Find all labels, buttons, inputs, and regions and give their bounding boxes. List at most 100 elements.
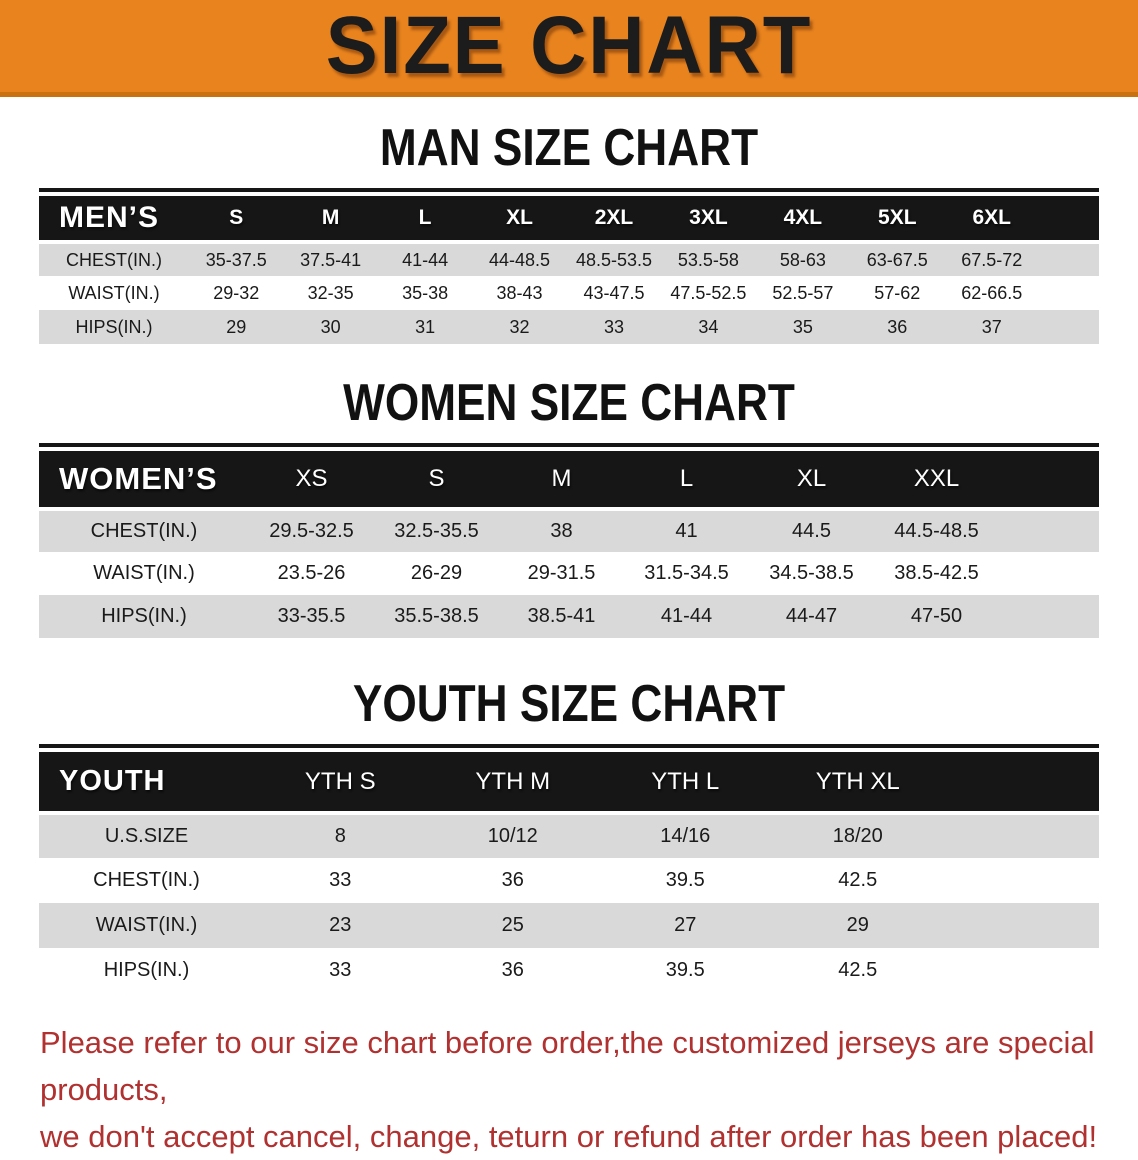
size-column-header: 3XL <box>661 196 756 244</box>
size-value-cell: 31 <box>415 316 436 337</box>
size-value-cell: 42.5 <box>838 869 878 891</box>
man-size-table-wrap: MEN’S S M L XL 2XL 3XL 4XL 5XL 6XL CHEST(IN.) 35-37… <box>39 188 1099 344</box>
size-value-cell: 41-44 <box>402 249 449 270</box>
size-value-cell: 37 <box>981 316 1002 337</box>
measurement-row: HIPS(IN.) 33-35.5 35.5-38.5 38.5-41 41-44 44-… <box>39 595 1099 638</box>
size-chart-banner: SIZE CHART <box>0 0 1138 97</box>
size-value-cell: 44-48.5 <box>489 249 551 270</box>
man-section-heading: MAN SIZE CHART <box>379 119 759 177</box>
size-value-cell: 47-50 <box>910 605 963 627</box>
header-filler <box>999 451 1099 511</box>
row-label: U.S.SIZE <box>104 825 189 847</box>
size-value-cell: 36 <box>887 316 908 337</box>
size-value-cell: 32-35 <box>307 282 354 303</box>
size-value-cell: 36 <box>501 869 524 891</box>
size-column-header: XL <box>472 196 567 244</box>
disclaimer-line-2: we don't accept cancel, change, teturn o… <box>40 1119 1098 1154</box>
size-value-cell: 10/12 <box>487 825 538 847</box>
size-value-cell: 18/20 <box>832 825 883 847</box>
measurement-row: U.S.SIZE 8 10/12 14/16 18/20 <box>39 813 1099 858</box>
size-value-cell: 38.5-42.5 <box>894 562 979 584</box>
measurement-row: WAIST(IN.) 23 25 27 29 <box>39 903 1099 948</box>
size-header-row: WOMEN’S XS S M L XL XXL <box>39 451 1099 511</box>
row-label: HIPS(IN.) <box>103 959 190 981</box>
youth-size-table-wrap: YOUTH YTH S YTH M YTH L YTH XL U.S.SIZE 8 10/12… <box>39 744 1099 993</box>
row-label: WAIST(IN.) <box>68 282 160 303</box>
table-top-rule <box>39 443 1099 447</box>
size-value-cell: 41-44 <box>660 605 713 627</box>
size-header-row: YOUTH YTH S YTH M YTH L YTH XL <box>39 752 1099 815</box>
size-column-header: M <box>283 196 378 244</box>
size-value-cell: 41 <box>675 520 698 542</box>
measurement-row: WAIST(IN.) 29-32 32-35 35-38 38-43 43-47.5 47.… <box>39 276 1099 310</box>
youth-size-table: YOUTH YTH S YTH M YTH L YTH XL U.S.SIZE 8 10/12… <box>39 752 1099 993</box>
size-value-cell: 37.5-41 <box>300 249 362 270</box>
size-value-cell: 62-66.5 <box>961 282 1023 303</box>
size-value-cell: 52.5-57 <box>772 282 834 303</box>
size-value-cell: 48.5-53.5 <box>575 249 652 270</box>
row-label: HIPS(IN.) <box>101 605 187 627</box>
size-column-header: XS <box>249 451 374 511</box>
size-column-header: XL <box>749 451 874 511</box>
size-value-cell: 30 <box>320 316 341 337</box>
youth-section-heading: YOUTH SIZE CHART <box>352 675 786 733</box>
size-value-cell: 14/16 <box>660 825 711 847</box>
size-value-cell: 38.5-41 <box>527 605 596 627</box>
header-filler <box>944 752 1099 815</box>
size-value-cell: 32 <box>509 316 530 337</box>
row-filler <box>999 595 1099 638</box>
size-value-cell: 35.5-38.5 <box>394 605 479 627</box>
size-value-cell: 38 <box>550 520 573 542</box>
size-value-cell: 34 <box>698 316 719 337</box>
table-corner-label: WOMEN’S <box>39 451 249 511</box>
size-value-cell: 33 <box>603 316 624 337</box>
row-filler <box>944 948 1099 993</box>
row-filler <box>944 813 1099 858</box>
size-value-cell: 47.5-52.5 <box>670 282 747 303</box>
size-value-cell: 25 <box>501 914 524 936</box>
size-value-cell: 44-47 <box>785 605 838 627</box>
size-value-cell: 38-43 <box>496 282 543 303</box>
size-value-cell: 35-37.5 <box>205 249 267 270</box>
size-value-cell: 39.5 <box>665 869 705 891</box>
size-value-cell: 34.5-38.5 <box>769 562 854 584</box>
size-column-header: 2XL <box>566 196 662 244</box>
size-column-header: YTH XL <box>771 752 944 815</box>
size-value-cell: 35-38 <box>402 282 449 303</box>
size-column-header: L <box>624 451 749 511</box>
size-value-cell: 29.5-32.5 <box>269 520 354 542</box>
table-top-rule <box>39 188 1099 192</box>
size-value-cell: 33 <box>329 959 352 981</box>
man-size-table: MEN’S S M L XL 2XL 3XL 4XL 5XL 6XL CHEST(IN.) 35-37… <box>39 196 1099 344</box>
size-value-cell: 58-63 <box>779 249 826 270</box>
size-value-cell: 29 <box>846 914 869 936</box>
row-label: CHEST(IN.) <box>93 869 200 891</box>
size-value-cell: 44.5-48.5 <box>894 520 979 542</box>
size-column-header: YTH M <box>426 752 599 815</box>
size-value-cell: 57-62 <box>874 282 921 303</box>
size-value-cell: 44.5 <box>792 520 831 542</box>
size-column-header: YTH S <box>254 752 427 815</box>
size-column-header: S <box>374 451 499 511</box>
row-filler <box>1039 276 1099 310</box>
row-filler <box>999 552 1099 595</box>
size-column-header: L <box>377 196 473 244</box>
measurement-row: CHEST(IN.) 33 36 39.5 42.5 <box>39 858 1099 903</box>
size-value-cell: 8 <box>334 825 346 847</box>
size-column-header: 5XL <box>850 196 945 244</box>
table-top-rule <box>39 744 1099 748</box>
size-value-cell: 33-35.5 <box>277 605 346 627</box>
women-size-table: WOMEN’S XS S M L XL XXL CHEST(IN.) 29.5-32.5 32.5… <box>39 451 1099 638</box>
measurement-row: CHEST(IN.) 35-37.5 37.5-41 41-44 44-48.5 48.5… <box>39 242 1099 276</box>
size-value-cell: 53.5-58 <box>677 249 739 270</box>
size-value-cell: 31.5-34.5 <box>644 562 729 584</box>
size-column-header: 6XL <box>944 196 1039 244</box>
table-corner-label: MEN’S <box>39 196 189 244</box>
disclaimer-line-1: Please refer to our size chart before or… <box>40 1025 1095 1107</box>
size-value-cell: 43-47.5 <box>583 282 645 303</box>
measurement-row: HIPS(IN.) 29 30 31 32 33 34 35 36 37 <box>39 310 1099 344</box>
size-value-cell: 33 <box>329 869 352 891</box>
size-column-header: YTH L <box>599 752 772 815</box>
size-column-header: S <box>189 196 284 244</box>
size-header-row: MEN’S S M L XL 2XL 3XL 4XL 5XL 6XL <box>39 196 1099 244</box>
